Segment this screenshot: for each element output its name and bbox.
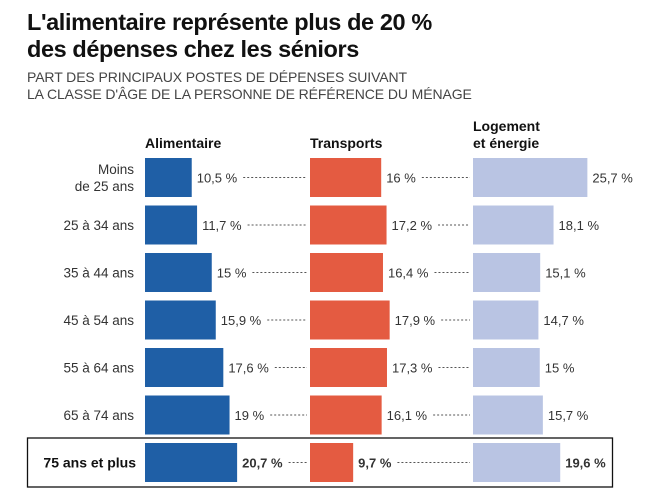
value-label-logement-7: 19,6 % bbox=[565, 456, 606, 471]
highlight-box bbox=[26, 437, 614, 488]
category-label-6: 65 à 74 ans bbox=[63, 408, 134, 423]
category-label-7: 75 ans et plus bbox=[43, 455, 136, 471]
value-label-alimentaire-4: 15,9 % bbox=[221, 313, 262, 328]
value-label-transports-2: 17,2 % bbox=[392, 218, 433, 233]
bar-transports-3 bbox=[310, 253, 383, 292]
value-label-logement-5: 15 % bbox=[545, 361, 575, 376]
chart-subtitle-line2: LA CLASSE D'ÂGE DE LA PERSONNE DE RÉFÉRE… bbox=[27, 86, 472, 102]
bar-logement-5 bbox=[473, 348, 540, 387]
chart-title-line1: L'alimentaire représente plus de 20 % bbox=[27, 9, 432, 35]
bar-alimentaire-2 bbox=[145, 205, 198, 245]
category-label-3: 35 à 44 ans bbox=[63, 266, 134, 281]
value-label-alimentaire-1: 10,5 % bbox=[197, 171, 238, 186]
series-header-logement-line-1: Logement bbox=[473, 118, 540, 134]
value-label-logement-2: 18,1 % bbox=[559, 218, 600, 233]
bar-transports-7 bbox=[310, 443, 354, 482]
bar-logement-4 bbox=[473, 300, 539, 340]
bar-transports-2 bbox=[310, 205, 387, 245]
value-label-logement-3: 15,1 % bbox=[545, 266, 586, 281]
value-label-transports-5: 17,3 % bbox=[392, 361, 433, 376]
value-label-transports-3: 16,4 % bbox=[388, 266, 429, 281]
bar-logement-6 bbox=[473, 395, 543, 435]
bar-alimentaire-1 bbox=[145, 158, 192, 197]
category-label-1-line-2: de 25 ans bbox=[75, 179, 135, 194]
bar-transports-6 bbox=[310, 395, 382, 435]
value-label-alimentaire-3: 15 % bbox=[217, 266, 247, 281]
bar-transports-1 bbox=[310, 158, 382, 197]
bar-alimentaire-5 bbox=[145, 348, 224, 387]
bar-logement-1 bbox=[473, 158, 588, 197]
chart-subtitle: PART DES PRINCIPAUX POSTES DE DÉPENSES S… bbox=[27, 69, 472, 103]
value-label-transports-7: 9,7 % bbox=[358, 456, 392, 471]
value-label-transports-4: 17,9 % bbox=[395, 313, 436, 328]
category-label-2: 25 à 34 ans bbox=[63, 218, 134, 233]
category-label-1-line-1: Moins bbox=[98, 162, 134, 177]
bar-alimentaire-7 bbox=[145, 443, 238, 482]
category-label-5: 55 à 64 ans bbox=[63, 361, 134, 376]
chart-title-line2: des dépenses chez les séniors bbox=[27, 36, 359, 62]
chart-title: L'alimentaire représente plus de 20 % de… bbox=[27, 9, 432, 63]
category-label-4: 45 à 54 ans bbox=[63, 313, 134, 328]
bar-transports-4 bbox=[310, 300, 390, 340]
series-header-alimentaire-line-1: Alimentaire bbox=[145, 135, 221, 151]
series-header-transports-line-1: Transports bbox=[310, 135, 383, 151]
value-label-transports-6: 16,1 % bbox=[387, 408, 428, 423]
value-label-transports-1: 16 % bbox=[386, 171, 416, 186]
value-label-logement-6: 15,7 % bbox=[548, 408, 589, 423]
bar-transports-5 bbox=[310, 348, 387, 387]
bar-alimentaire-3 bbox=[145, 253, 212, 292]
value-label-alimentaire-5: 17,6 % bbox=[228, 361, 269, 376]
bar-alimentaire-6 bbox=[145, 395, 230, 435]
value-label-logement-1: 25,7 % bbox=[592, 171, 633, 186]
bar-logement-3 bbox=[473, 253, 541, 292]
value-label-alimentaire-2: 11,7 % bbox=[202, 218, 242, 233]
value-label-logement-4: 14,7 % bbox=[543, 313, 584, 328]
bar-alimentaire-4 bbox=[145, 300, 216, 340]
value-label-alimentaire-6: 19 % bbox=[235, 408, 265, 423]
bar-logement-2 bbox=[473, 205, 554, 245]
value-label-alimentaire-7: 20,7 % bbox=[242, 456, 283, 471]
series-header-logement-line-2: et énergie bbox=[473, 135, 539, 151]
bar-logement-7 bbox=[473, 443, 561, 482]
chart-subtitle-line1: PART DES PRINCIPAUX POSTES DE DÉPENSES S… bbox=[27, 69, 407, 85]
